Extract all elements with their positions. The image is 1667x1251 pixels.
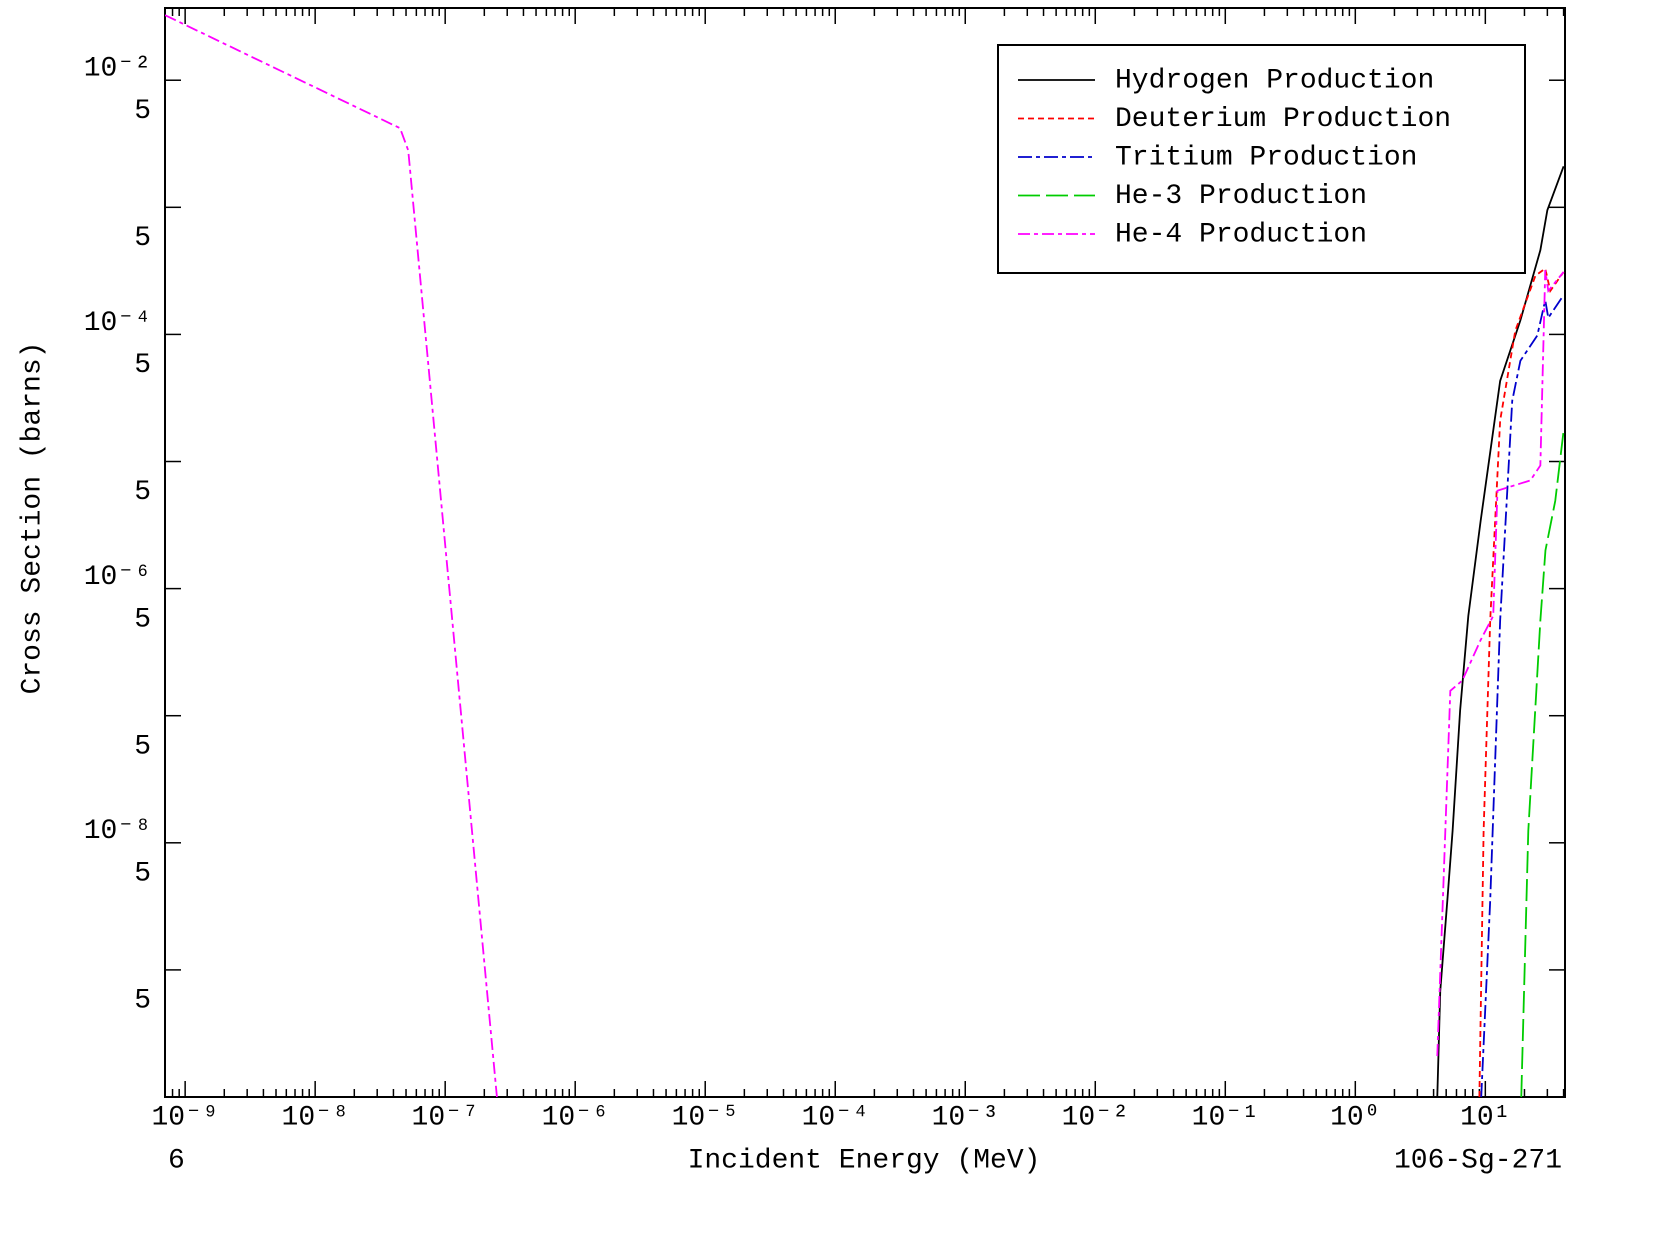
x-tick-label: 10⁻¹: [1192, 1102, 1259, 1133]
plot-frame: [164, 7, 1566, 1098]
footer-left: 6: [168, 1145, 185, 1176]
series-line: [165, 14, 1565, 1097]
y-tick-label: 5: [134, 986, 151, 1017]
x-axis-label: Incident Energy (MeV): [688, 1145, 1041, 1176]
y-tick-label: 5: [134, 350, 151, 381]
x-tick-label: 10⁻⁵: [672, 1102, 739, 1133]
x-tick-label: 10⁻²: [1062, 1102, 1129, 1133]
x-tick-label: 10⁻⁶: [542, 1102, 609, 1133]
legend-label: Tritium Production: [1115, 142, 1417, 173]
series-line: [1436, 166, 1565, 1097]
x-tick-label: 10⁻⁴: [802, 1102, 869, 1133]
plot-area: [165, 14, 1565, 1097]
y-axis-label: Cross Section (barns): [17, 342, 48, 695]
footer-right: 106-Sg-271: [1394, 1145, 1562, 1176]
series-line: [1478, 266, 1565, 1097]
legend: Hydrogen Production Deuterium Production T…: [1018, 65, 1451, 250]
legend-label: Hydrogen Production: [1115, 65, 1434, 96]
y-tick-label: 5: [134, 731, 151, 762]
x-tick-label: 10⁻⁹: [152, 1102, 219, 1133]
series-line: [1520, 430, 1565, 1097]
legend-box: [997, 44, 1526, 274]
axes: 10⁻⁹ 10⁻⁸ 10⁻⁷ 10⁻⁶ 10⁻⁵ 10⁻⁴ 10⁻³ 10⁻² 10⁻¹ 10⁰ 1…: [84, 8, 1565, 1133]
series-line: [1480, 294, 1565, 1097]
y-tick-label: 5: [134, 858, 151, 889]
legend-label: He-3 Production: [1115, 181, 1367, 212]
x-tick-label: 10⁻³: [932, 1102, 999, 1133]
legend-label: Deuterium Production: [1115, 104, 1451, 135]
y-tick-label: 10⁻⁸: [84, 816, 151, 847]
legend-label: He-4 Production: [1115, 219, 1367, 250]
y-tick-label: 5: [134, 477, 151, 508]
y-tick-label: 5: [134, 223, 151, 254]
y-tick-label: 10⁻²: [84, 54, 151, 85]
y-tick-label: 10⁻⁴: [84, 308, 151, 339]
y-tick-label: 5: [134, 96, 151, 127]
x-tick-label: 10¹: [1460, 1102, 1510, 1133]
x-tick-label: 10⁻⁷: [412, 1102, 479, 1133]
x-tick-label: 10⁰: [1330, 1102, 1380, 1133]
x-tick-label: 10⁻⁸: [282, 1102, 349, 1133]
y-tick-label: 10⁻⁶: [84, 562, 151, 593]
y-tick-label: 5: [134, 604, 151, 635]
